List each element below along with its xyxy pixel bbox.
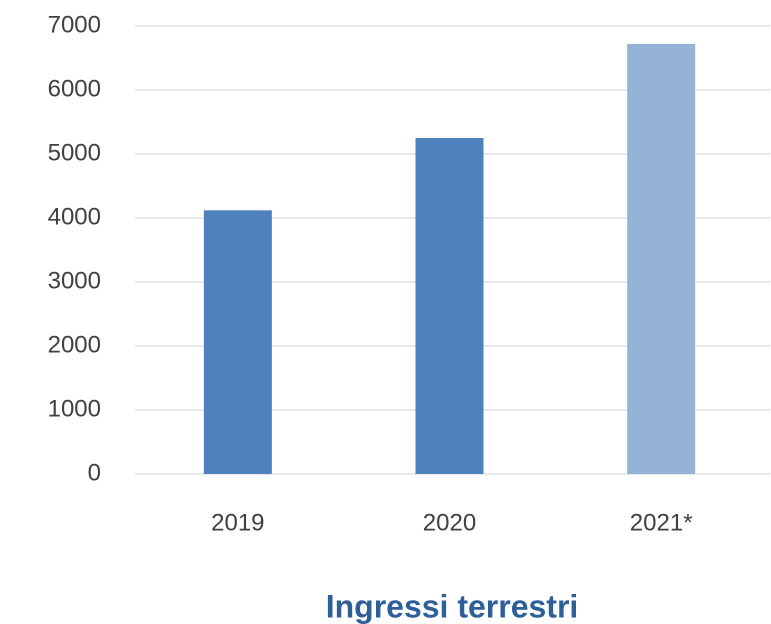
- y-tick-label: 1000: [48, 395, 101, 422]
- y-tick-label: 2000: [48, 331, 101, 358]
- x-tick-label: 2019: [211, 509, 264, 536]
- bar: [415, 138, 484, 474]
- chart-title: Ingressi terrestri: [326, 588, 579, 624]
- y-tick-label: 4000: [48, 203, 101, 230]
- x-tick-label: 2021*: [630, 509, 693, 536]
- y-tick-label: 0: [88, 459, 101, 486]
- y-tick-label: 3000: [48, 267, 101, 294]
- y-tick-label: 5000: [48, 139, 101, 166]
- bar: [203, 210, 272, 474]
- y-tick-label: 6000: [48, 75, 101, 102]
- bar: [627, 43, 696, 475]
- y-tick-label: 7000: [48, 11, 101, 38]
- x-tick-label: 2020: [423, 509, 476, 536]
